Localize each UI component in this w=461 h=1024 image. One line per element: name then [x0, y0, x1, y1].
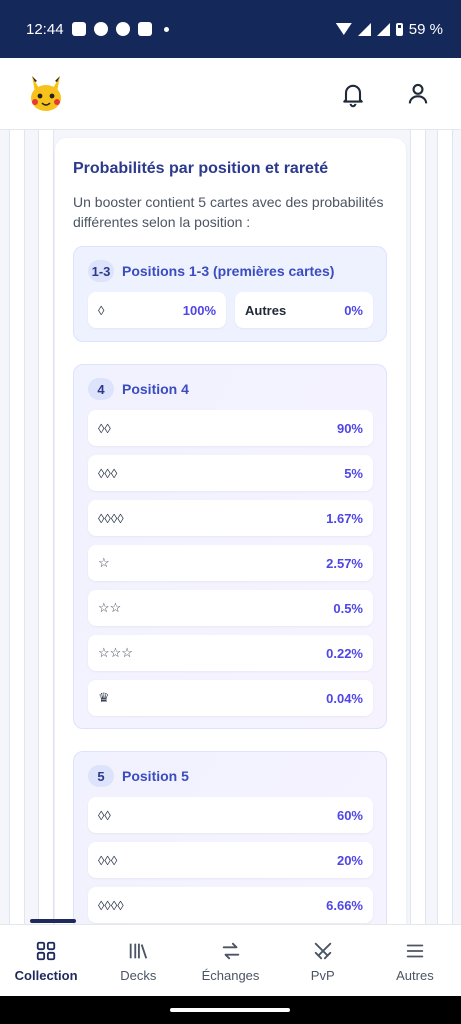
battery-level: 59 %	[408, 20, 443, 38]
signal-icon	[376, 22, 390, 36]
instagram-icon	[93, 22, 108, 36]
more-notifications-icon	[163, 26, 169, 32]
swap-icon	[222, 942, 239, 959]
system-gesture-bar	[0, 996, 461, 1024]
probability-row: Autres 0%	[235, 292, 373, 328]
probability-row: ◊◊◊◊ 1.67%	[88, 500, 373, 536]
bottom-navigation: Collection Decks Échanges PvP	[0, 919, 461, 997]
position-badge: 1-3	[88, 260, 114, 282]
group-title: Position 5	[122, 768, 189, 784]
rarity-symbol: ◊◊◊◊	[98, 510, 124, 526]
probability-card: Probabilités par position et rareté Un b…	[55, 138, 406, 924]
nav-label: Autres	[396, 967, 434, 983]
nav-label: Decks	[120, 967, 157, 983]
probability-value: 1.67%	[326, 510, 363, 526]
nav-label: Collection	[14, 967, 78, 983]
nav-label: PvP	[310, 967, 335, 983]
probability-row: ♛ 0.04%	[88, 680, 373, 716]
nav-autres[interactable]: Autres	[369, 925, 461, 997]
group-positions-1-3: 1-3 Positions 1-3 (premières cartes) ◊ 1…	[73, 246, 387, 342]
pikachu-logo-icon[interactable]	[26, 74, 66, 114]
left-rail	[9, 130, 25, 924]
battery-icon	[395, 22, 403, 36]
probability-value: 20%	[336, 852, 363, 868]
probability-value: 5%	[344, 465, 363, 481]
group-title: Positions 1-3 (premières cartes)	[122, 263, 335, 279]
position-badge: 4	[88, 378, 114, 400]
user-icon[interactable]	[404, 80, 432, 108]
right-rail	[437, 130, 453, 924]
app-header	[0, 58, 461, 130]
rarity-symbol: ☆☆☆	[98, 645, 133, 660]
probability-row: ◊ 100%	[88, 292, 226, 328]
bell-icon[interactable]	[339, 80, 367, 108]
probability-row: ☆ 2.57%	[88, 545, 373, 581]
rarity-symbol: ♛	[98, 690, 110, 705]
position-badge: 5	[88, 765, 114, 787]
rarity-symbol: ◊◊	[98, 420, 111, 436]
swords-icon	[314, 942, 331, 959]
probability-value: 100%	[182, 302, 216, 318]
probability-value: 90%	[336, 420, 363, 436]
rarity-symbol: Autres	[245, 302, 287, 318]
probability-value: 0%	[344, 302, 363, 318]
status-bar: 12:44 59 %	[0, 0, 461, 58]
menu-icon	[406, 944, 424, 957]
card-title: Probabilités par position et rareté	[73, 160, 329, 177]
probability-row: ◊◊ 60%	[88, 797, 373, 833]
nav-pvp[interactable]: PvP	[277, 925, 369, 997]
nav-collection[interactable]: Collection	[0, 925, 92, 997]
rarity-symbol: ◊◊◊	[98, 852, 118, 868]
library-icon	[130, 943, 148, 959]
home-gesture-handle[interactable]	[170, 1008, 290, 1012]
rarity-symbol: ◊◊◊◊	[98, 897, 124, 913]
rarity-symbol: ☆☆	[98, 600, 122, 615]
rarity-symbol: ◊◊	[98, 807, 111, 823]
facebook-icon	[115, 22, 130, 36]
nav-decks[interactable]: Decks	[92, 925, 184, 997]
left-rail	[38, 130, 54, 924]
probability-row: ◊◊◊◊ 6.66%	[88, 887, 373, 923]
notification-app-icon	[137, 22, 152, 36]
probability-row: ☆☆ 0.5%	[88, 590, 373, 626]
signal-icon	[357, 22, 371, 36]
group-position-5: 5 Position 5 ◊◊ 60% ◊◊◊ 20% ◊◊◊◊ 6.66%	[73, 751, 387, 924]
probability-row: ☆☆☆ 0.22%	[88, 635, 373, 671]
probability-value: 0.5%	[333, 600, 363, 616]
probability-value: 60%	[336, 807, 363, 823]
active-tab-indicator	[30, 919, 76, 923]
rarity-symbol: ◊	[98, 302, 105, 318]
group-position-4: 4 Position 4 ◊◊ 90% ◊◊◊ 5% ◊◊◊◊ 1.67% ☆ …	[73, 364, 387, 729]
rarity-symbol: ◊◊◊	[98, 465, 118, 481]
probability-value: 0.22%	[326, 645, 363, 661]
probability-row: ◊◊◊ 5%	[88, 455, 373, 491]
nav-label: Échanges	[201, 967, 260, 983]
probability-value: 0.04%	[326, 690, 363, 706]
probability-row: ◊◊◊ 20%	[88, 842, 373, 878]
right-rail	[410, 130, 426, 924]
card-description: Un booster contient 5 cartes avec des pr…	[73, 194, 384, 230]
probability-value: 6.66%	[326, 897, 363, 913]
group-title: Position 4	[122, 381, 189, 397]
probability-value: 2.57%	[326, 555, 363, 571]
rarity-symbol: ☆	[98, 555, 110, 570]
status-time: 12:44	[26, 20, 64, 38]
probability-row: ◊◊ 90%	[88, 410, 373, 446]
grid-icon	[36, 941, 56, 960]
content-area[interactable]: Probabilités par position et rareté Un b…	[0, 130, 461, 924]
nav-echanges[interactable]: Échanges	[184, 925, 276, 997]
wifi-icon	[335, 23, 352, 35]
notification-app-icon	[71, 22, 86, 36]
